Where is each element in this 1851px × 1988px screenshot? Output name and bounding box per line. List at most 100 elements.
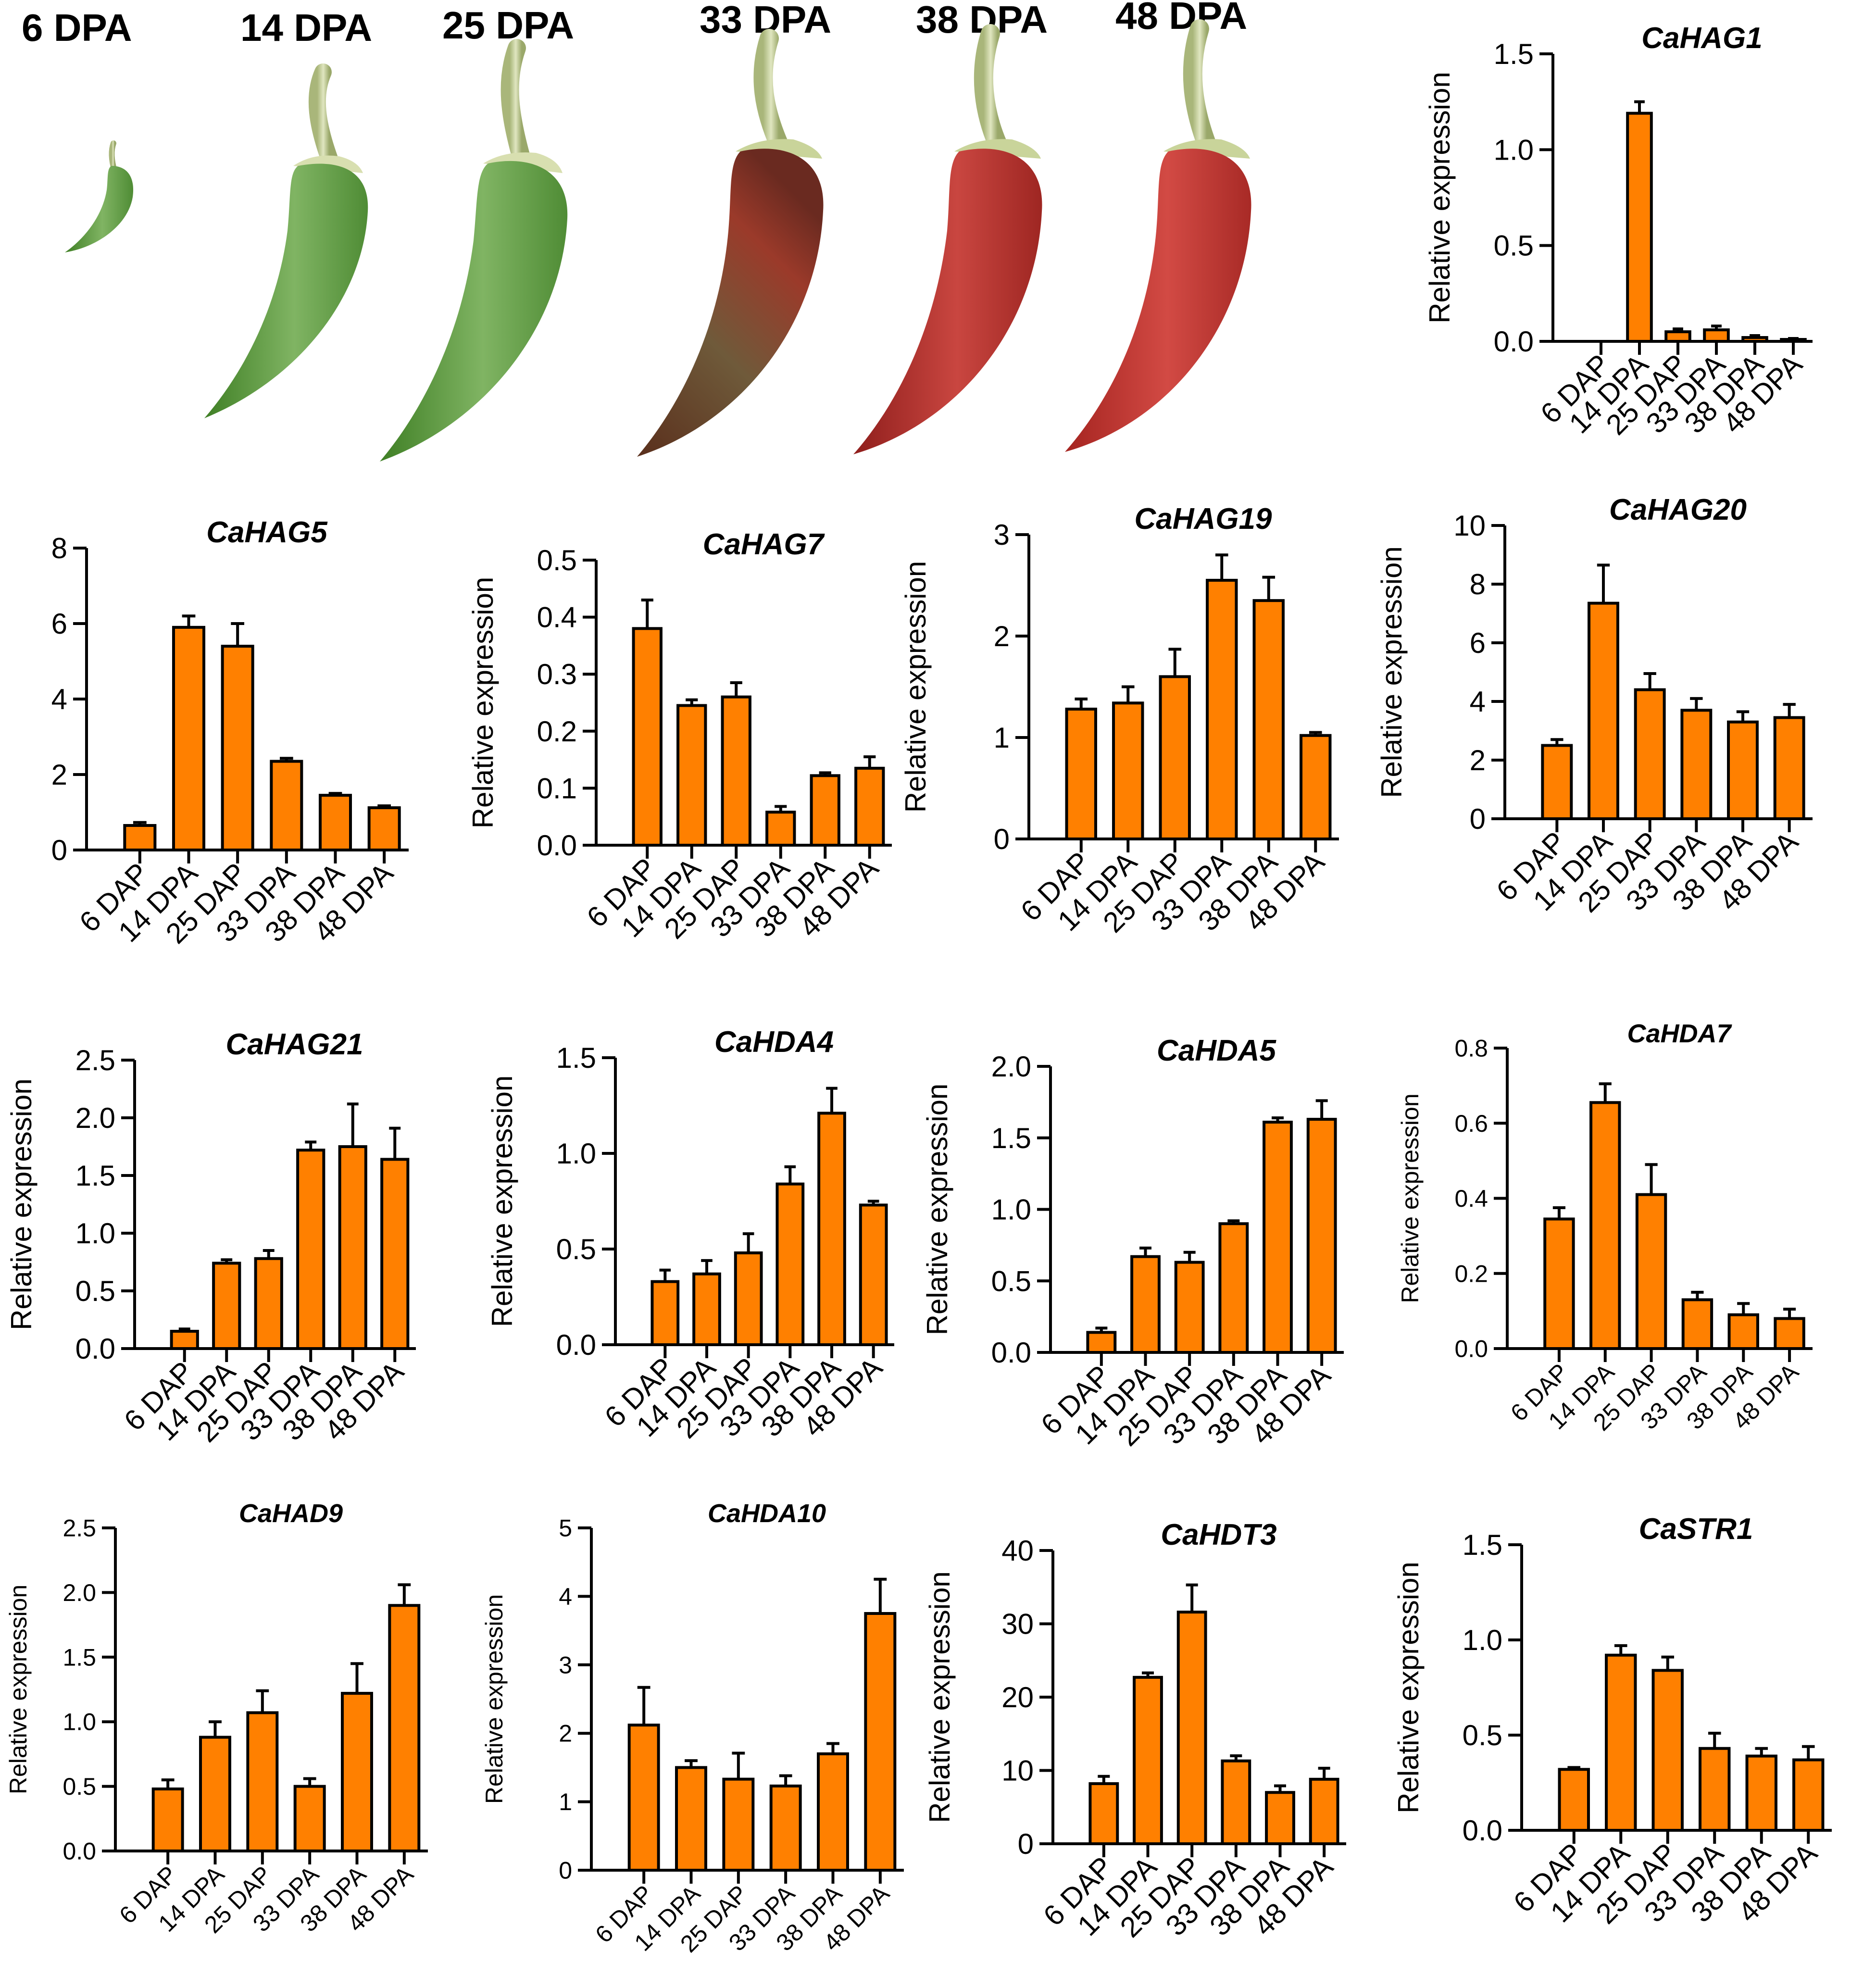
bar-14-dpa bbox=[692, 1272, 721, 1346]
chart-title: CaHAG21 bbox=[226, 1028, 363, 1061]
y-tick-label: 0.0 bbox=[63, 1838, 96, 1865]
bar-14-dpa bbox=[1130, 1255, 1161, 1354]
bar-48-dpa bbox=[388, 1604, 421, 1853]
y-tick-label: 0.0 bbox=[1454, 1336, 1488, 1363]
y-tick-label: 0.0 bbox=[1494, 325, 1534, 358]
bar-48-dpa bbox=[1792, 1758, 1825, 1832]
bar-48-dpa bbox=[864, 1612, 897, 1872]
y-tick-label: 2 bbox=[559, 1720, 572, 1747]
pepper-14dpa bbox=[204, 63, 368, 418]
bar-33-dpa bbox=[1221, 1759, 1251, 1846]
bar-38-dpa bbox=[1727, 720, 1759, 820]
y-tick-label: 0.8 bbox=[1454, 1035, 1488, 1062]
y-tick-label: 2.0 bbox=[991, 1050, 1031, 1083]
chart-title: CaHDA10 bbox=[708, 1499, 826, 1528]
y-tick-label: 1.5 bbox=[63, 1644, 96, 1671]
y-axis-label: Relative expression bbox=[1376, 546, 1408, 798]
bar-33-dpa bbox=[293, 1785, 326, 1853]
bar-14-dpa bbox=[676, 704, 707, 847]
bar-14-dpa bbox=[1112, 701, 1144, 840]
bar-25-dap bbox=[1634, 688, 1666, 820]
y-tick-label: 4 bbox=[51, 683, 67, 715]
bar-25-dap bbox=[1664, 330, 1691, 343]
bar-6-dap bbox=[1558, 1768, 1590, 1832]
y-tick-label: 1.5 bbox=[1463, 1529, 1502, 1561]
bar-38-dpa bbox=[1741, 336, 1768, 343]
bar-38-dpa bbox=[1745, 1754, 1777, 1832]
y-tick-label: 0.0 bbox=[556, 1329, 596, 1361]
bar-25-dap bbox=[734, 1251, 763, 1346]
bar-14-dpa bbox=[199, 1736, 231, 1853]
chart-title: CaHDT3 bbox=[1161, 1518, 1276, 1551]
bar-38-dpa bbox=[1727, 1313, 1759, 1350]
y-tick-label: 0.0 bbox=[75, 1333, 115, 1365]
y-tick-label: 1 bbox=[994, 722, 1010, 754]
y-tick-label: 0.6 bbox=[1454, 1110, 1488, 1137]
bar-33-dpa bbox=[769, 1784, 802, 1872]
bar-25-dap bbox=[721, 695, 751, 847]
pepper-48dpa bbox=[1065, 19, 1251, 452]
bar-6-dap bbox=[170, 1330, 199, 1350]
y-tick-label: 4 bbox=[1470, 686, 1486, 718]
bar-38-dpa bbox=[1263, 1121, 1293, 1354]
y-axis-label: Relative expression bbox=[924, 1571, 956, 1823]
chart-title: CaHDA7 bbox=[1627, 1019, 1732, 1048]
y-tick-label: 1.5 bbox=[75, 1160, 115, 1192]
y-tick-label: 0.0 bbox=[991, 1337, 1031, 1369]
y-tick-label: 1.5 bbox=[556, 1042, 596, 1074]
bar-33-dpa bbox=[296, 1149, 325, 1350]
chart-title: CaHDA5 bbox=[1157, 1034, 1277, 1067]
pepper-25dpa bbox=[380, 39, 568, 462]
bar-38-dpa bbox=[338, 1145, 367, 1350]
bar-48-dpa bbox=[1306, 1118, 1337, 1354]
chart-title: CaHDA4 bbox=[714, 1025, 834, 1059]
pepper-33dpa bbox=[637, 29, 824, 457]
pepper-6dpa bbox=[65, 140, 134, 252]
bar-38-dpa bbox=[810, 774, 840, 847]
chart-title: CaHAG7 bbox=[703, 528, 825, 561]
y-tick-label: 0.0 bbox=[537, 829, 577, 862]
y-tick-label: 1 bbox=[559, 1788, 572, 1815]
y-tick-label: 1.0 bbox=[991, 1194, 1031, 1226]
bar-38-dpa bbox=[1265, 1791, 1295, 1845]
bar-48-dpa bbox=[1773, 716, 1805, 821]
chart-title: CaHAG5 bbox=[206, 516, 328, 549]
y-tick-label: 0 bbox=[51, 834, 67, 866]
bar-6-dap bbox=[1541, 744, 1573, 820]
stage-label: 25 DPA bbox=[442, 4, 574, 47]
y-tick-label: 0.5 bbox=[1463, 1719, 1502, 1751]
bar-25-dap bbox=[1635, 1193, 1667, 1350]
bar-14-dpa bbox=[172, 625, 206, 851]
y-axis-label: Relative expression bbox=[1392, 1562, 1425, 1813]
stage-labels: 6 DPA 14 DPA 25 DPA 33 DPA 38 DPA 48 DPA bbox=[22, 0, 1247, 49]
y-axis-label: Relative expression bbox=[900, 561, 932, 813]
y-tick-label: 5 bbox=[559, 1515, 572, 1542]
bar-48-dpa bbox=[1300, 734, 1332, 841]
bar-38-dpa bbox=[817, 1752, 849, 1872]
chart-cahad9: CaHAD9 0.0 0.5 1.0 1.5 2.0 2.5 Relative express… bbox=[5, 1499, 428, 1938]
y-tick-label: 2.5 bbox=[63, 1515, 96, 1542]
bar-33-dpa bbox=[1699, 1747, 1731, 1832]
y-tick-label: 0.0 bbox=[1463, 1814, 1502, 1847]
y-tick-label: 8 bbox=[1470, 568, 1486, 600]
y-tick-label: 0.5 bbox=[556, 1233, 596, 1265]
y-tick-label: 1.5 bbox=[1494, 38, 1534, 70]
bar-6-dap bbox=[650, 1280, 680, 1346]
y-tick-label: 0.1 bbox=[537, 772, 577, 804]
bar-6-dap bbox=[627, 1724, 660, 1872]
stage-label: 14 DPA bbox=[240, 6, 372, 49]
y-tick-label: 0.4 bbox=[537, 601, 577, 634]
pepper-38dpa bbox=[853, 24, 1042, 454]
bar-6-dap bbox=[1543, 1217, 1575, 1350]
bar-33-dpa bbox=[1206, 578, 1238, 840]
y-tick-label: 8 bbox=[51, 532, 67, 564]
y-tick-label: 1.0 bbox=[556, 1138, 596, 1170]
bar-25-dap bbox=[1159, 675, 1191, 841]
y-axis-label: Relative expression bbox=[486, 1075, 518, 1327]
y-tick-label: 2.0 bbox=[63, 1579, 96, 1606]
